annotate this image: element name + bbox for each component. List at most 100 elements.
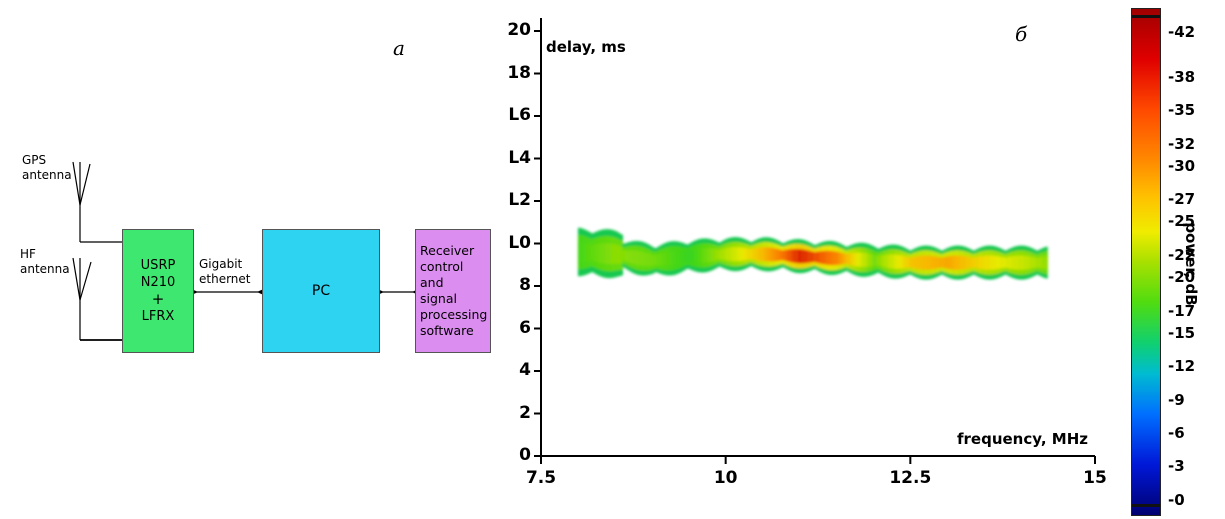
trace-cell (873, 254, 877, 267)
trace-cell (712, 248, 716, 261)
trace-cell (987, 255, 991, 270)
trace-cell (943, 257, 947, 269)
trace-cell (731, 247, 734, 262)
trace-cell (819, 251, 823, 264)
trace-cell (657, 254, 660, 266)
trace-cell (758, 247, 762, 261)
trace-cell (923, 255, 926, 270)
trace-cell (585, 243, 588, 262)
trace-cell (701, 248, 705, 263)
trace-cell (734, 246, 738, 262)
trace-cell (980, 256, 984, 270)
trace-cell (749, 249, 753, 260)
trace-cell (766, 247, 769, 262)
trace-cell (795, 248, 799, 264)
trace-cell (1021, 255, 1024, 270)
trace-cell (664, 252, 668, 266)
trace-cell (716, 249, 720, 260)
trace-cell (646, 253, 649, 267)
trace-cell (805, 250, 808, 264)
trace-cell (941, 257, 945, 268)
x-axis-label: frequency, MHz (957, 430, 1089, 448)
trace-cell (655, 254, 659, 266)
trace-cell (675, 250, 679, 265)
trace-cell (956, 255, 960, 270)
y-tick-label: L2 (508, 190, 531, 210)
trace-cell (842, 253, 845, 265)
trace-cell (784, 249, 788, 261)
trace-cell (1000, 256, 1004, 269)
trace-cell (583, 242, 587, 262)
trace-cell (769, 247, 773, 262)
trace-cell (600, 243, 603, 264)
trace-cell (945, 256, 949, 269)
colorbar-tick-label: -20 (1168, 268, 1196, 287)
trace-cell (622, 250, 625, 261)
trace-cell (618, 245, 622, 264)
trace-cell (714, 249, 718, 261)
trace-cell (973, 257, 976, 268)
trace-cell (577, 241, 581, 263)
trace-cell (673, 250, 677, 265)
y-tick-label: 0 (519, 445, 531, 465)
trace-cell (738, 247, 742, 262)
colorbar-tick-label: -12 (1168, 357, 1196, 376)
y-tick-label: 2 (519, 402, 531, 423)
trace-cell (884, 254, 888, 268)
trace-cell (890, 254, 893, 269)
trace-cell (962, 255, 965, 270)
trace-cell (779, 249, 782, 261)
trace-cell (596, 243, 600, 263)
trace-cell (1035, 257, 1039, 268)
trace-cell (939, 257, 943, 268)
trace-cell (860, 252, 864, 267)
trace-cell (810, 251, 814, 263)
trace-cell (733, 246, 736, 262)
trace-cell (1010, 256, 1013, 269)
trace-cell (982, 255, 985, 270)
y-tick-label: L0 (508, 232, 531, 253)
trace-cell (1022, 255, 1026, 270)
trace-cell (727, 247, 731, 261)
trace-cell (775, 248, 779, 262)
trace-cell (609, 243, 612, 265)
trace-cell (825, 250, 829, 265)
colorbar-tick-label: -22 (1168, 245, 1196, 264)
trace-cell (790, 249, 793, 263)
trace-cell (721, 248, 725, 261)
trace-cell (1006, 257, 1010, 268)
trace-cell (880, 255, 884, 267)
trace-cell (843, 253, 847, 265)
trace-cell (971, 257, 974, 268)
trace-cell (747, 248, 751, 260)
trace-cell (960, 255, 963, 270)
trace-cell (934, 256, 937, 269)
trace-cell (995, 255, 998, 270)
trace-cell (773, 248, 777, 262)
trace-cell (611, 243, 614, 264)
trace-cell (954, 255, 958, 270)
trace-cell (965, 256, 969, 269)
trace-cell (899, 255, 902, 269)
trace-cell (808, 250, 812, 263)
trace-cell (926, 255, 930, 270)
colorbar-tick-label: -32 (1168, 134, 1196, 153)
trace-cell (1034, 257, 1037, 268)
trace-cell (829, 250, 832, 266)
colorbar-tick-label: -42 (1168, 23, 1196, 42)
trace-cell (788, 249, 792, 262)
trace-cell (781, 250, 784, 261)
trace-cell (878, 255, 882, 267)
trace-cell (950, 255, 954, 270)
trace-cell (653, 255, 657, 266)
trace-cell (668, 251, 672, 266)
trace-cell (670, 251, 673, 266)
trace-cell (590, 244, 594, 261)
trace-cell (637, 250, 640, 266)
colorbar-tick-label: -38 (1168, 67, 1196, 86)
trace-cell (614, 244, 618, 264)
trace-cell (1011, 256, 1015, 270)
trace-cell (723, 248, 727, 261)
trace-cell (912, 257, 915, 269)
colorbar-tick-label: -17 (1168, 301, 1196, 320)
